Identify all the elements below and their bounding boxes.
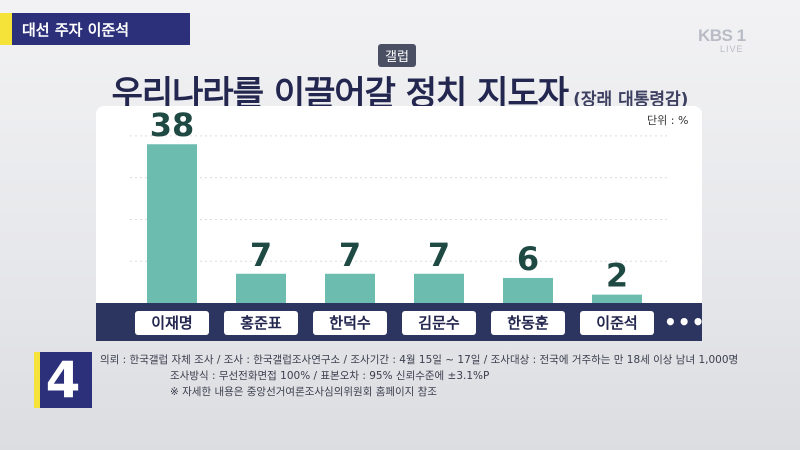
bar-6: [592, 294, 642, 303]
category-label: 한덕수: [313, 311, 387, 335]
bar-2: [236, 273, 286, 303]
category-label: 이재명: [135, 311, 209, 335]
data-label: 38: [150, 106, 195, 144]
segment-number: 4: [34, 352, 92, 408]
tag-label: 대선 주자 이준석: [12, 13, 190, 45]
category-label: 김문수: [402, 311, 476, 335]
category-label: 홍준표: [224, 311, 298, 335]
source-badge: 갤럽: [378, 44, 416, 67]
live-label: LIVE: [720, 44, 744, 54]
footnote-line: 의뢰 : 한국갤럽 자체 조사 / 조사 : 한국갤럽조사연구소 / 조사기간 …: [100, 354, 739, 366]
data-label: 2: [606, 257, 628, 295]
topic-tag: 대선 주자 이준석: [0, 13, 190, 45]
bar-4: [414, 273, 464, 303]
data-label: 7: [250, 236, 272, 274]
bar-1: [147, 144, 197, 303]
footnote-line: 조사방식 : 무선전화면접 100% / 표본오차 : 95% 신뢰수준에 ±3…: [170, 370, 490, 382]
footnotes: 의뢰 : 한국갤럽 자체 조사 / 조사 : 한국갤럽조사연구소 / 조사기간 …: [100, 352, 739, 400]
data-label: 7: [339, 236, 361, 274]
segment-number-accent: [34, 352, 40, 408]
tag-accent: [0, 13, 12, 45]
more-indicator: •••: [664, 310, 706, 334]
bar-3: [325, 273, 375, 303]
data-label: 7: [428, 236, 450, 274]
broadcaster-logo: KBS 1: [698, 26, 746, 45]
bar-5: [503, 277, 553, 303]
unit-label: 단위 : %: [647, 114, 689, 127]
data-label: 6: [517, 240, 539, 278]
footnote-line: ※ 자세한 내용은 중앙선거여론조사심의위원회 홈페이지 참조: [170, 386, 437, 398]
category-label: 한동훈: [491, 311, 565, 335]
chart-title-sub: (장래 대통령감): [573, 90, 689, 110]
category-label: 이준석: [580, 311, 654, 335]
